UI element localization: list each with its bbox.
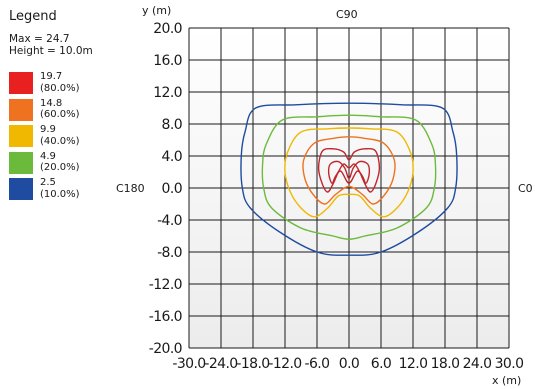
y-tick-label: -16.0 — [149, 309, 182, 325]
legend-text: 14.8 (60.0%) — [40, 98, 80, 121]
legend-text: 2.5 (10.0%) — [40, 177, 80, 200]
legend-text: 9.9 (40.0%) — [40, 124, 80, 147]
legend-value: 19.7 — [40, 71, 63, 82]
y-tick-label: 20.0 — [153, 21, 182, 37]
y-tick-label: 0.0 — [162, 181, 182, 197]
x-axis-label: x (m) — [492, 374, 521, 387]
x-tick-label: 18.0 — [431, 356, 460, 372]
y-tick-label: -8.0 — [157, 245, 182, 261]
y-axis-label: y (m) — [142, 4, 171, 17]
y-tick-label: -4.0 — [157, 213, 182, 229]
legend-value: 2.5 — [40, 177, 56, 188]
y-tick-label: 16.0 — [153, 53, 182, 69]
x-tick-label: -24.0 — [204, 356, 237, 372]
legend-text: 19.7 (80.0%) — [40, 71, 80, 94]
legend-percent: (80.0%) — [40, 82, 80, 94]
contour-4-9 — [261, 114, 437, 240]
x-tick-label: 0.0 — [339, 356, 359, 372]
direction-label-right: C0 — [518, 182, 533, 195]
legend-percent: (40.0%) — [40, 135, 80, 147]
legend-text: 4.9 (20.0%) — [40, 151, 80, 174]
legend-swatch — [9, 178, 33, 200]
legend-swatch — [9, 72, 33, 94]
legend-value: 9.9 — [40, 124, 56, 135]
x-tick-label: 12.0 — [399, 356, 428, 372]
y-tick-label: 12.0 — [153, 85, 182, 101]
legend-item: 19.7 (80.0%) — [9, 71, 129, 98]
legend-item: 2.5 (10.0%) — [9, 177, 129, 204]
legend-value: 4.9 — [40, 150, 56, 162]
legend-max: Max = 24.7 — [9, 33, 70, 45]
grid — [188, 27, 510, 349]
x-tick-labels: -30.0-24.0-18.0-12.0 -6.0 0.0 6.0 12.0 18.0 24… — [172, 356, 524, 372]
direction-label-top: C90 — [336, 8, 358, 21]
y-tick-label: 4.0 — [162, 149, 182, 165]
legend-swatch — [9, 151, 33, 174]
y-tick-label: 8.0 — [162, 117, 182, 133]
legend-height: Height = 10.0m — [9, 45, 93, 57]
legend-percent: (60.0%) — [40, 109, 80, 120]
legend-percent: (20.0%) — [40, 162, 80, 173]
legend-value: 14.8 — [40, 97, 63, 109]
legend-item: 14.8 (60.0%) — [9, 98, 129, 125]
contour-14-8 — [302, 136, 396, 205]
contours — [240, 102, 458, 256]
contour-2-5 — [240, 102, 458, 256]
x-tick-label: 6.0 — [371, 356, 391, 372]
legend-item: 4.9 (20.0%) — [9, 151, 129, 178]
x-tick-label: 24.0 — [463, 356, 492, 372]
legend-title: Legend — [9, 9, 57, 24]
x-tick-label: -30.0 — [172, 356, 205, 372]
y-tick-label: -12.0 — [149, 277, 182, 293]
x-tick-label: -12.0 — [268, 356, 301, 372]
legend-percent: (10.0%) — [40, 188, 80, 200]
contour-inner — [327, 160, 371, 184]
legend-item: 9.9 (40.0%) — [9, 124, 129, 151]
x-tick-label: -6.0 — [305, 356, 330, 372]
contour-9-9 — [284, 127, 414, 218]
contour-19-7 — [317, 147, 381, 193]
legend-swatch — [9, 98, 33, 121]
direction-label-left: C180 — [116, 182, 145, 195]
legend-info: Max = 24.7 Height = 10.0m — [9, 33, 93, 57]
y-tick-label: -20.0 — [149, 341, 182, 357]
legend-swatch — [9, 125, 33, 147]
x-tick-label: -18.0 — [236, 356, 269, 372]
y-tick-labels: 20.0 16.0 12.0 8.0 4.0 0.0 -4.0 -8.0 -12.0 -16.0 -… — [149, 21, 183, 357]
x-tick-label: 30.0 — [495, 356, 524, 372]
